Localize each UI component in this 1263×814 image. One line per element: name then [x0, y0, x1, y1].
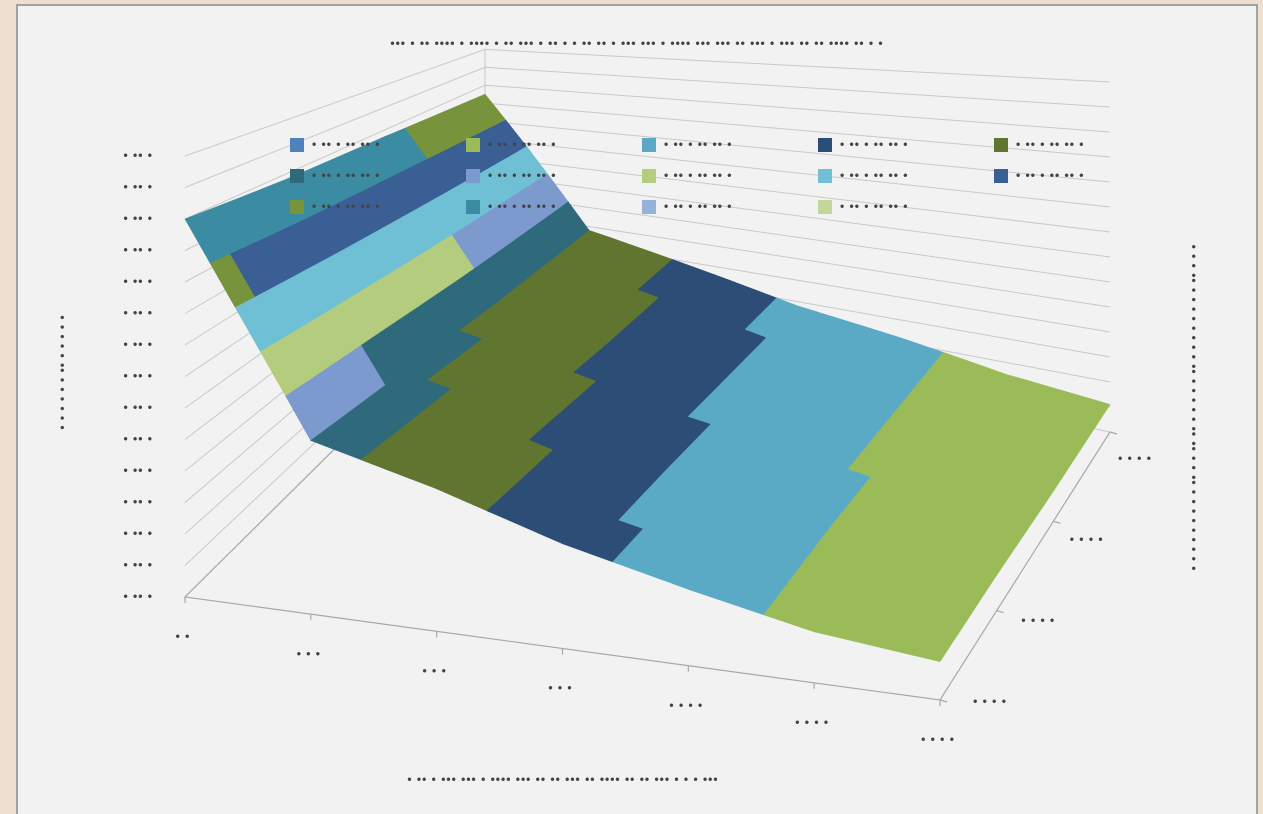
- legend-label: • •• • •• •• •: [1016, 137, 1084, 151]
- z-tick-label: • •• •: [124, 400, 153, 414]
- surface-cell: [914, 637, 952, 662]
- x-tick-label: • • • •: [795, 715, 829, 729]
- x-tick-label: • • • •: [669, 698, 703, 712]
- legend-swatch: [642, 200, 656, 214]
- z-tick-label: • •• •: [124, 369, 153, 383]
- legend-label: • •• • •• •• •: [312, 199, 380, 213]
- z-tick-label: • •• •: [124, 274, 153, 288]
- depth-axis-title: • • • •• • • • • • • • • •• • • • • • ••…: [1187, 245, 1201, 572]
- z-tick-label: • •• •: [124, 306, 153, 320]
- chart-title: ••• • •• •••• • •••• • •• ••• • •• • • •…: [390, 36, 883, 50]
- legend-swatch: [642, 169, 656, 183]
- z-tick-label: • •• •: [124, 495, 153, 509]
- depth-tick-label: • • • •: [1070, 532, 1104, 546]
- z-tick-label: • •• •: [124, 148, 153, 162]
- x-tick-label: • • • •: [921, 732, 955, 746]
- legend-swatch: [466, 138, 480, 152]
- x-axis-title: • •• • ••• ••• • •••• ••• •• •• ••• •• •…: [407, 772, 718, 786]
- legend-label: • •• • •• •• •: [664, 199, 732, 213]
- legend-label: • •• • •• •• •: [312, 168, 380, 182]
- depth-tick: [939, 699, 948, 703]
- legend-swatch: [818, 169, 832, 183]
- legend-label: • •• • •• •• •: [664, 168, 732, 182]
- z-axis-title: • • • • • • •• • • • • •: [55, 314, 69, 429]
- depth-tick: [1053, 520, 1061, 524]
- x-tick-label: • • •: [423, 664, 447, 678]
- depth-tick: [996, 610, 1004, 614]
- legend-swatch: [994, 138, 1008, 152]
- z-tick-label: • •• •: [124, 526, 153, 540]
- legend-label: • •• • •• •• •: [840, 199, 908, 213]
- z-tick-label: • •• •: [124, 211, 153, 225]
- legend-swatch: [466, 169, 480, 183]
- legend-label: • •• • •• •• •: [312, 137, 380, 151]
- z-tick-label: • •• •: [124, 558, 153, 572]
- x-tick-label: • •: [176, 629, 191, 643]
- legend-label: • •• • •• •• •: [840, 168, 908, 182]
- z-tick-label: • •• •: [124, 589, 153, 603]
- legend-label: • •• • •• •• •: [488, 168, 556, 182]
- depth-tick-label: • • • •: [973, 694, 1007, 708]
- z-tick-label: • •• •: [124, 463, 153, 477]
- legend-label: • •• • •• •• •: [488, 199, 556, 213]
- legend-label: • •• • •• •• •: [488, 137, 556, 151]
- legend-label: • •• • •• •• •: [840, 137, 908, 151]
- legend-swatch: [290, 200, 304, 214]
- depth-tick-label: • • • •: [1021, 613, 1055, 627]
- z-tick-label: • •• •: [124, 337, 153, 351]
- legend-label: • •• • •• •• •: [1016, 168, 1084, 182]
- legend-swatch: [290, 169, 304, 183]
- x-tick-label: • • •: [297, 646, 321, 660]
- legend-swatch: [994, 169, 1008, 183]
- legend-swatch: [290, 138, 304, 152]
- legend-swatch: [818, 138, 832, 152]
- z-tick-label: • •• •: [124, 180, 153, 194]
- z-tick-label: • •• •: [124, 432, 153, 446]
- depth-tick-label: • • • •: [1118, 451, 1152, 465]
- depth-tick: [1109, 431, 1118, 435]
- legend-label: • •• • •• •• •: [664, 137, 732, 151]
- x-tick-label: • • •: [548, 681, 572, 695]
- z-tick-label: • •• •: [124, 243, 153, 257]
- legend-swatch: [818, 200, 832, 214]
- legend-swatch: [466, 200, 480, 214]
- legend-swatch: [642, 138, 656, 152]
